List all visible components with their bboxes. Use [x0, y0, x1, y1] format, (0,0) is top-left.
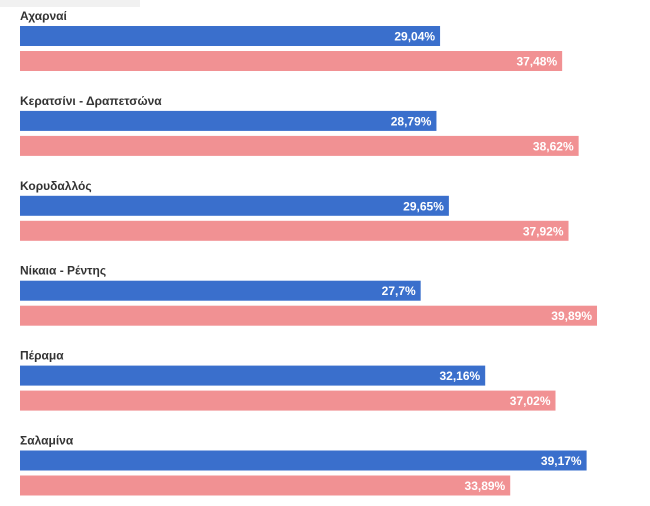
bar-series-2-3 [20, 220, 569, 241]
value-label-series-1-6: 39,17% [541, 454, 582, 468]
value-label-series-1-2: 28,79% [391, 114, 432, 128]
bar-group-3: Κορυδαλλός 29,65% 37,92% [20, 179, 569, 241]
bar-series-1-2 [20, 110, 437, 131]
bar-series-1-4 [20, 280, 421, 301]
top-edge-strip [0, 0, 140, 7]
bar-group-2: Κερατσίνι - Δραπετσώνα 28,79% 38,62% [20, 94, 579, 156]
bar-group-5: Πέραμα 32,16% 37,02% [20, 349, 556, 411]
category-label: Πέραμα [20, 349, 64, 363]
bar-series-2-6 [20, 475, 511, 496]
bar-series-1-5 [20, 365, 486, 386]
bar-group-4: Νίκαια - Ρέντης 27,7% 39,89% [20, 264, 598, 326]
category-label: Νίκαια - Ρέντης [20, 264, 106, 278]
bar-series-1-1 [20, 26, 441, 46]
bar-series-2-5 [20, 390, 556, 411]
value-label-series-1-4: 27,7% [382, 284, 416, 298]
category-label: Κερατσίνι - Δραπετσώνα [20, 94, 162, 108]
category-label: Αχαρναί [20, 9, 67, 23]
value-label-series-2-4: 39,89% [551, 309, 592, 323]
value-label-series-1-5: 32,16% [439, 369, 480, 383]
bar-series-1-6 [20, 450, 587, 471]
value-label-series-1-1: 29,04% [394, 30, 435, 44]
bar-series-2-4 [20, 305, 598, 326]
bar-group-1: Αχαρναί 29,04% 37,48% [20, 9, 563, 71]
value-label-series-2-2: 38,62% [533, 139, 574, 153]
value-label-series-2-1: 37,48% [516, 55, 557, 69]
bar-series-2-1 [20, 51, 563, 71]
bar-group-6: Σαλαμίνα 39,17% 33,89% [20, 434, 587, 496]
value-label-series-2-5: 37,02% [510, 394, 551, 408]
value-label-series-2-6: 33,89% [465, 479, 506, 493]
value-label-series-1-3: 29,65% [403, 199, 444, 213]
category-label: Κορυδαλλός [20, 179, 92, 193]
bar-series-1-3 [20, 195, 449, 216]
value-label-series-2-3: 37,92% [523, 224, 564, 238]
bar-series-2-2 [20, 135, 579, 156]
category-label: Σαλαμίνα [20, 434, 74, 448]
